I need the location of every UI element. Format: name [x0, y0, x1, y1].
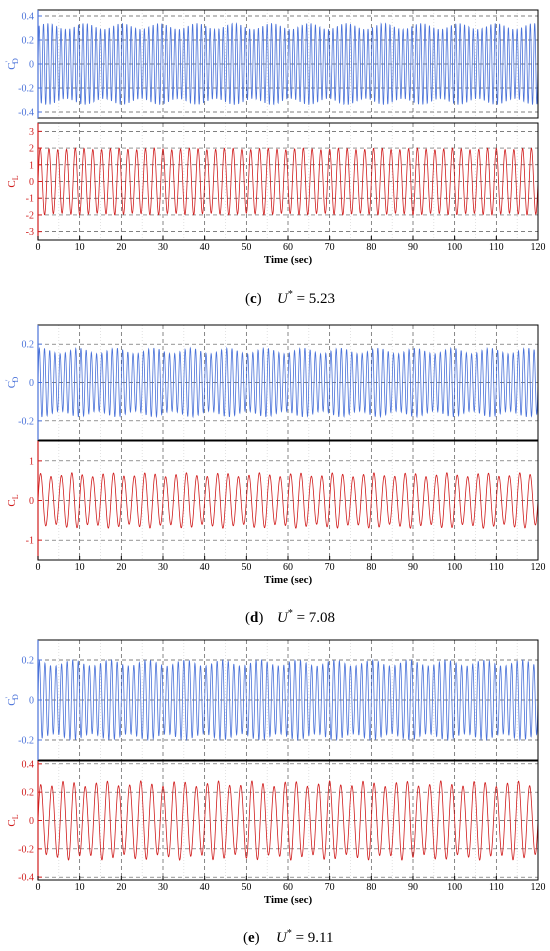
x-tick-label: 50 — [241, 882, 251, 893]
x-tick-label: 70 — [325, 882, 335, 893]
x-tick-label: 70 — [325, 242, 335, 253]
x-tick-label: 110 — [489, 562, 504, 573]
series-line-l — [37, 147, 539, 216]
x-tick-label: 50 — [241, 242, 251, 253]
x-tick-label: 60 — [283, 242, 293, 253]
y-tick-label: 0.2 — [22, 656, 35, 667]
x-tick-label: 90 — [408, 882, 418, 893]
y-tick-label: 0.4 — [22, 759, 35, 770]
y-axis-label: CL — [6, 175, 20, 187]
x-axis-label: Time (sec) — [264, 254, 313, 266]
x-tick-label: 80 — [366, 562, 376, 573]
y-tick-label: 0.2 — [22, 340, 35, 351]
x-tick-label: 40 — [200, 882, 210, 893]
x-tick-label: 50 — [241, 562, 251, 573]
y-axis-label: C'D — [4, 694, 20, 706]
x-tick-label: 30 — [158, 562, 168, 573]
x-tick-label: 0 — [36, 562, 41, 573]
caption-equation: U* = 5.23 — [277, 289, 335, 307]
y-tick-label: -0.2 — [18, 736, 34, 747]
x-tick-label: 30 — [158, 882, 168, 893]
y-tick-label: 0 — [29, 496, 34, 507]
y-tick-label: -1 — [26, 536, 34, 547]
figure-caption: (c) — [245, 291, 262, 307]
x-tick-label: 60 — [283, 562, 293, 573]
x-tick-label: 0 — [36, 882, 41, 893]
x-tick-label: 10 — [75, 242, 85, 253]
x-axis-label: Time (sec) — [264, 574, 313, 586]
x-tick-label: 40 — [200, 242, 210, 253]
y-tick-label: 0 — [29, 378, 34, 389]
chart-d: -0.2 0 0.2 C'D -1 0 1 CL 0 10 20 30 40 50 60 70 80 90 100 1… — [4, 324, 546, 626]
panel-bottom-e: -0.4 -0.2 0 0.2 0.4 CL — [6, 759, 539, 884]
x-axis-label: Time (sec) — [264, 894, 313, 906]
y-axis-label: CL — [6, 494, 20, 506]
y-tick-label: -0.4 — [18, 108, 34, 119]
y-tick-label: 0.2 — [22, 36, 35, 47]
panel-top-d: -0.2 0 0.2 C'D — [4, 324, 539, 441]
x-tick-label: 120 — [531, 242, 546, 253]
x-tick-label: 110 — [489, 882, 504, 893]
x-tick-label: 100 — [447, 242, 462, 253]
caption-equation: U* = 9.11 — [276, 928, 334, 946]
y-tick-label: -0.2 — [18, 416, 34, 427]
series-line-l — [37, 780, 539, 861]
series-line-d — [37, 346, 539, 419]
x-tick-label: 20 — [116, 882, 126, 893]
x-tick-label: 10 — [75, 882, 85, 893]
y-tick-label: 0 — [29, 696, 34, 707]
y-tick-label: 0.4 — [22, 12, 35, 23]
series-line-d — [37, 658, 539, 742]
x-tick-label: 70 — [325, 562, 335, 573]
panel-bottom-d: -1 0 1 CL — [6, 440, 539, 561]
x-tick-label: 120 — [531, 882, 546, 893]
y-tick-label: 0.2 — [22, 788, 35, 799]
panel-bottom-c: -3 -2 -1 0 1 2 3 CL — [6, 122, 539, 241]
y-tick-label: 0 — [29, 816, 34, 827]
x-tick-label: 80 — [366, 882, 376, 893]
series-line-d — [37, 22, 539, 106]
x-tick-label: 60 — [283, 882, 293, 893]
y-tick-label: 0 — [29, 177, 34, 188]
y-tick-label: 3 — [29, 127, 34, 138]
x-tick-label: 20 — [116, 562, 126, 573]
y-tick-label: -0.4 — [18, 873, 34, 884]
x-tick-label: 120 — [531, 562, 546, 573]
y-tick-label: 1 — [29, 456, 34, 467]
chart-c: -0.4 -0.2 0 0.2 0.4 C'D -3 -2 -1 0 1 2 3 CL 0 10 20 30 40 5… — [4, 9, 546, 307]
caption-equation: U* = 7.08 — [277, 608, 335, 626]
y-tick-label: -2 — [26, 210, 34, 221]
y-tick-label: 2 — [29, 144, 34, 155]
x-tick-label: 30 — [158, 242, 168, 253]
x-tick-label: 100 — [447, 882, 462, 893]
y-tick-label: -0.2 — [18, 84, 34, 95]
x-tick-label: 40 — [200, 562, 210, 573]
x-tick-label: 90 — [408, 242, 418, 253]
figure-caption: (e) — [243, 930, 260, 946]
x-tick-label: 110 — [489, 242, 504, 253]
y-axis-label: CL — [6, 814, 20, 826]
x-tick-label: 80 — [366, 242, 376, 253]
y-axis-label: C'D — [4, 58, 20, 70]
y-tick-label: 0 — [29, 60, 34, 71]
x-tick-label: 90 — [408, 562, 418, 573]
panel-top-c: -0.4 -0.2 0 0.2 0.4 C'D — [4, 9, 539, 119]
y-tick-label: 1 — [29, 160, 34, 171]
y-tick-label: -1 — [26, 194, 34, 205]
panel-top-e: -0.2 0 0.2 C'D — [4, 639, 539, 761]
y-tick-label: -0.2 — [18, 844, 34, 855]
chart-e: -0.2 0 0.2 C'D -0.4 -0.2 0 0.2 0.4 CL 0 10 20 30 40 50 6… — [4, 639, 546, 946]
x-tick-label: 0 — [36, 242, 41, 253]
y-axis-label: C'D — [4, 376, 20, 388]
y-tick-label: -3 — [26, 227, 34, 238]
figure-caption: (d) — [245, 610, 263, 626]
x-tick-label: 20 — [116, 242, 126, 253]
x-tick-label: 10 — [75, 562, 85, 573]
x-tick-label: 100 — [447, 562, 462, 573]
series-line-l — [37, 472, 539, 529]
